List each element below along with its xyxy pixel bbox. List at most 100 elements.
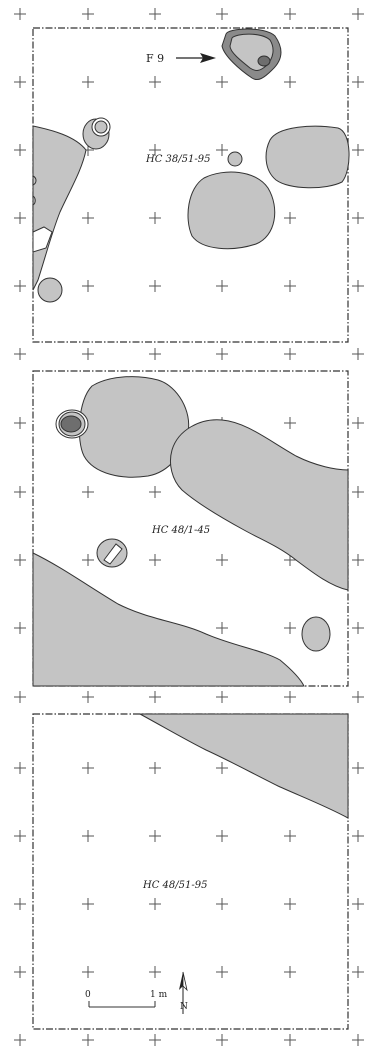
grid-cross <box>216 622 228 634</box>
grid-cross <box>14 691 26 703</box>
grid-cross <box>352 622 364 634</box>
grid-cross <box>352 830 364 842</box>
grid-cross <box>216 966 228 978</box>
left-edge-gap <box>32 226 53 253</box>
grid-cross <box>14 830 26 842</box>
sample-point <box>227 151 243 167</box>
grid-cross <box>14 212 26 224</box>
grid-cross <box>82 554 94 566</box>
grid-cross <box>14 966 26 978</box>
grid-cross <box>149 898 161 910</box>
grid-cross <box>149 486 161 498</box>
grid-cross <box>82 486 94 498</box>
grid-cross <box>14 280 26 292</box>
grid-cross <box>216 762 228 774</box>
grid-cross <box>82 830 94 842</box>
scale-bar: 0 1 m <box>85 990 168 1008</box>
grid-cross <box>284 898 296 910</box>
grid-cross <box>149 280 161 292</box>
grid-cross <box>352 1034 364 1046</box>
grid-cross <box>14 348 26 360</box>
grid-cross <box>149 212 161 224</box>
grid-cross <box>284 622 296 634</box>
grid-cross <box>149 830 161 842</box>
grid-cross <box>352 762 364 774</box>
grid-cross <box>216 144 228 156</box>
small-pit-center-insert <box>103 543 123 565</box>
grid-cross <box>352 554 364 566</box>
grid-cross <box>284 348 296 360</box>
grid-cross <box>82 691 94 703</box>
panel-top: F 9 HC 38/51-95 <box>32 27 350 343</box>
panel-bottom-frame <box>32 713 349 1030</box>
grid-cross <box>14 898 26 910</box>
left-edge-mark-2 <box>32 195 36 206</box>
grid-cross <box>216 8 228 20</box>
grid-cross <box>352 966 364 978</box>
grid-cross <box>149 76 161 88</box>
grid-cross <box>82 1034 94 1046</box>
panel-bottom: HC 48/51-95 0 1 m N <box>32 713 349 1030</box>
grid-cross <box>149 348 161 360</box>
grid-cross <box>14 554 26 566</box>
grid-cross <box>352 348 364 360</box>
small-pit-bottom-left <box>37 277 63 303</box>
lower-feature-middle <box>32 552 305 687</box>
panel-middle: HC 48/1-45 <box>32 370 349 687</box>
grid-cross <box>284 212 296 224</box>
panel-middle-label: HC 48/1-45 <box>151 525 210 536</box>
grid-cross <box>82 348 94 360</box>
grid-cross <box>14 1034 26 1046</box>
grid-cross <box>216 830 228 842</box>
grid-cross <box>216 76 228 88</box>
left-edge-mark <box>32 175 37 186</box>
large-pit-right <box>265 125 350 189</box>
grid-cross <box>352 691 364 703</box>
panel-bottom-label: HC 48/51-95 <box>142 880 207 891</box>
grid-cross <box>216 554 228 566</box>
grid-cross <box>352 898 364 910</box>
grid-cross <box>82 76 94 88</box>
grid-cross <box>82 8 94 20</box>
grid-cross <box>216 280 228 292</box>
upper-right-feature <box>139 713 349 819</box>
grid-cross <box>352 280 364 292</box>
scale-zero: 0 <box>85 990 91 1000</box>
grid-cross <box>352 8 364 20</box>
left-edge-feature <box>32 125 87 291</box>
grid-cross <box>352 76 364 88</box>
feature-label: F 9 <box>146 52 164 65</box>
f9-arrow-head <box>200 53 216 63</box>
long-feature-middle <box>169 419 349 591</box>
grid-cross <box>14 8 26 20</box>
grid-cross <box>284 966 296 978</box>
grid-cross <box>352 486 364 498</box>
grid-cross <box>149 966 161 978</box>
grid-cross <box>14 486 26 498</box>
grid-cross <box>82 898 94 910</box>
grid-cross <box>82 212 94 224</box>
grid-cross <box>284 76 296 88</box>
grid-cross <box>14 762 26 774</box>
grid-cross <box>149 691 161 703</box>
north-label: N <box>180 1002 188 1012</box>
panel-top-label: HC 38/51-95 <box>145 154 210 165</box>
grid-cross <box>14 144 26 156</box>
grid-cross <box>352 144 364 156</box>
grid-cross <box>216 898 228 910</box>
grid-cross <box>284 830 296 842</box>
grid-cross <box>82 280 94 292</box>
grid-cross <box>149 554 161 566</box>
grid-cross <box>284 417 296 429</box>
grid-cross <box>284 8 296 20</box>
grid-cross <box>14 76 26 88</box>
grid-cross <box>149 144 161 156</box>
small-pit-top-left-core <box>94 120 108 134</box>
grid-cross <box>14 417 26 429</box>
grid-cross <box>82 966 94 978</box>
north-arrow: N <box>179 971 188 1014</box>
feature-f9-core <box>257 55 271 67</box>
grid-cross <box>216 691 228 703</box>
grid-cross <box>149 8 161 20</box>
